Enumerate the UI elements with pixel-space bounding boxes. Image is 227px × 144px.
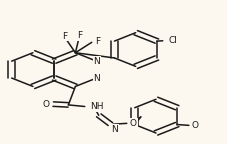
Text: N: N [112, 125, 118, 134]
Text: Cl: Cl [168, 36, 177, 45]
Text: O: O [42, 100, 49, 109]
Text: NH: NH [90, 102, 103, 111]
Text: O: O [192, 121, 199, 130]
Text: F: F [77, 31, 83, 40]
Text: F: F [95, 37, 100, 46]
Text: O: O [130, 119, 137, 128]
Text: F: F [62, 32, 67, 41]
Text: N: N [93, 57, 100, 66]
Text: N: N [93, 74, 100, 83]
